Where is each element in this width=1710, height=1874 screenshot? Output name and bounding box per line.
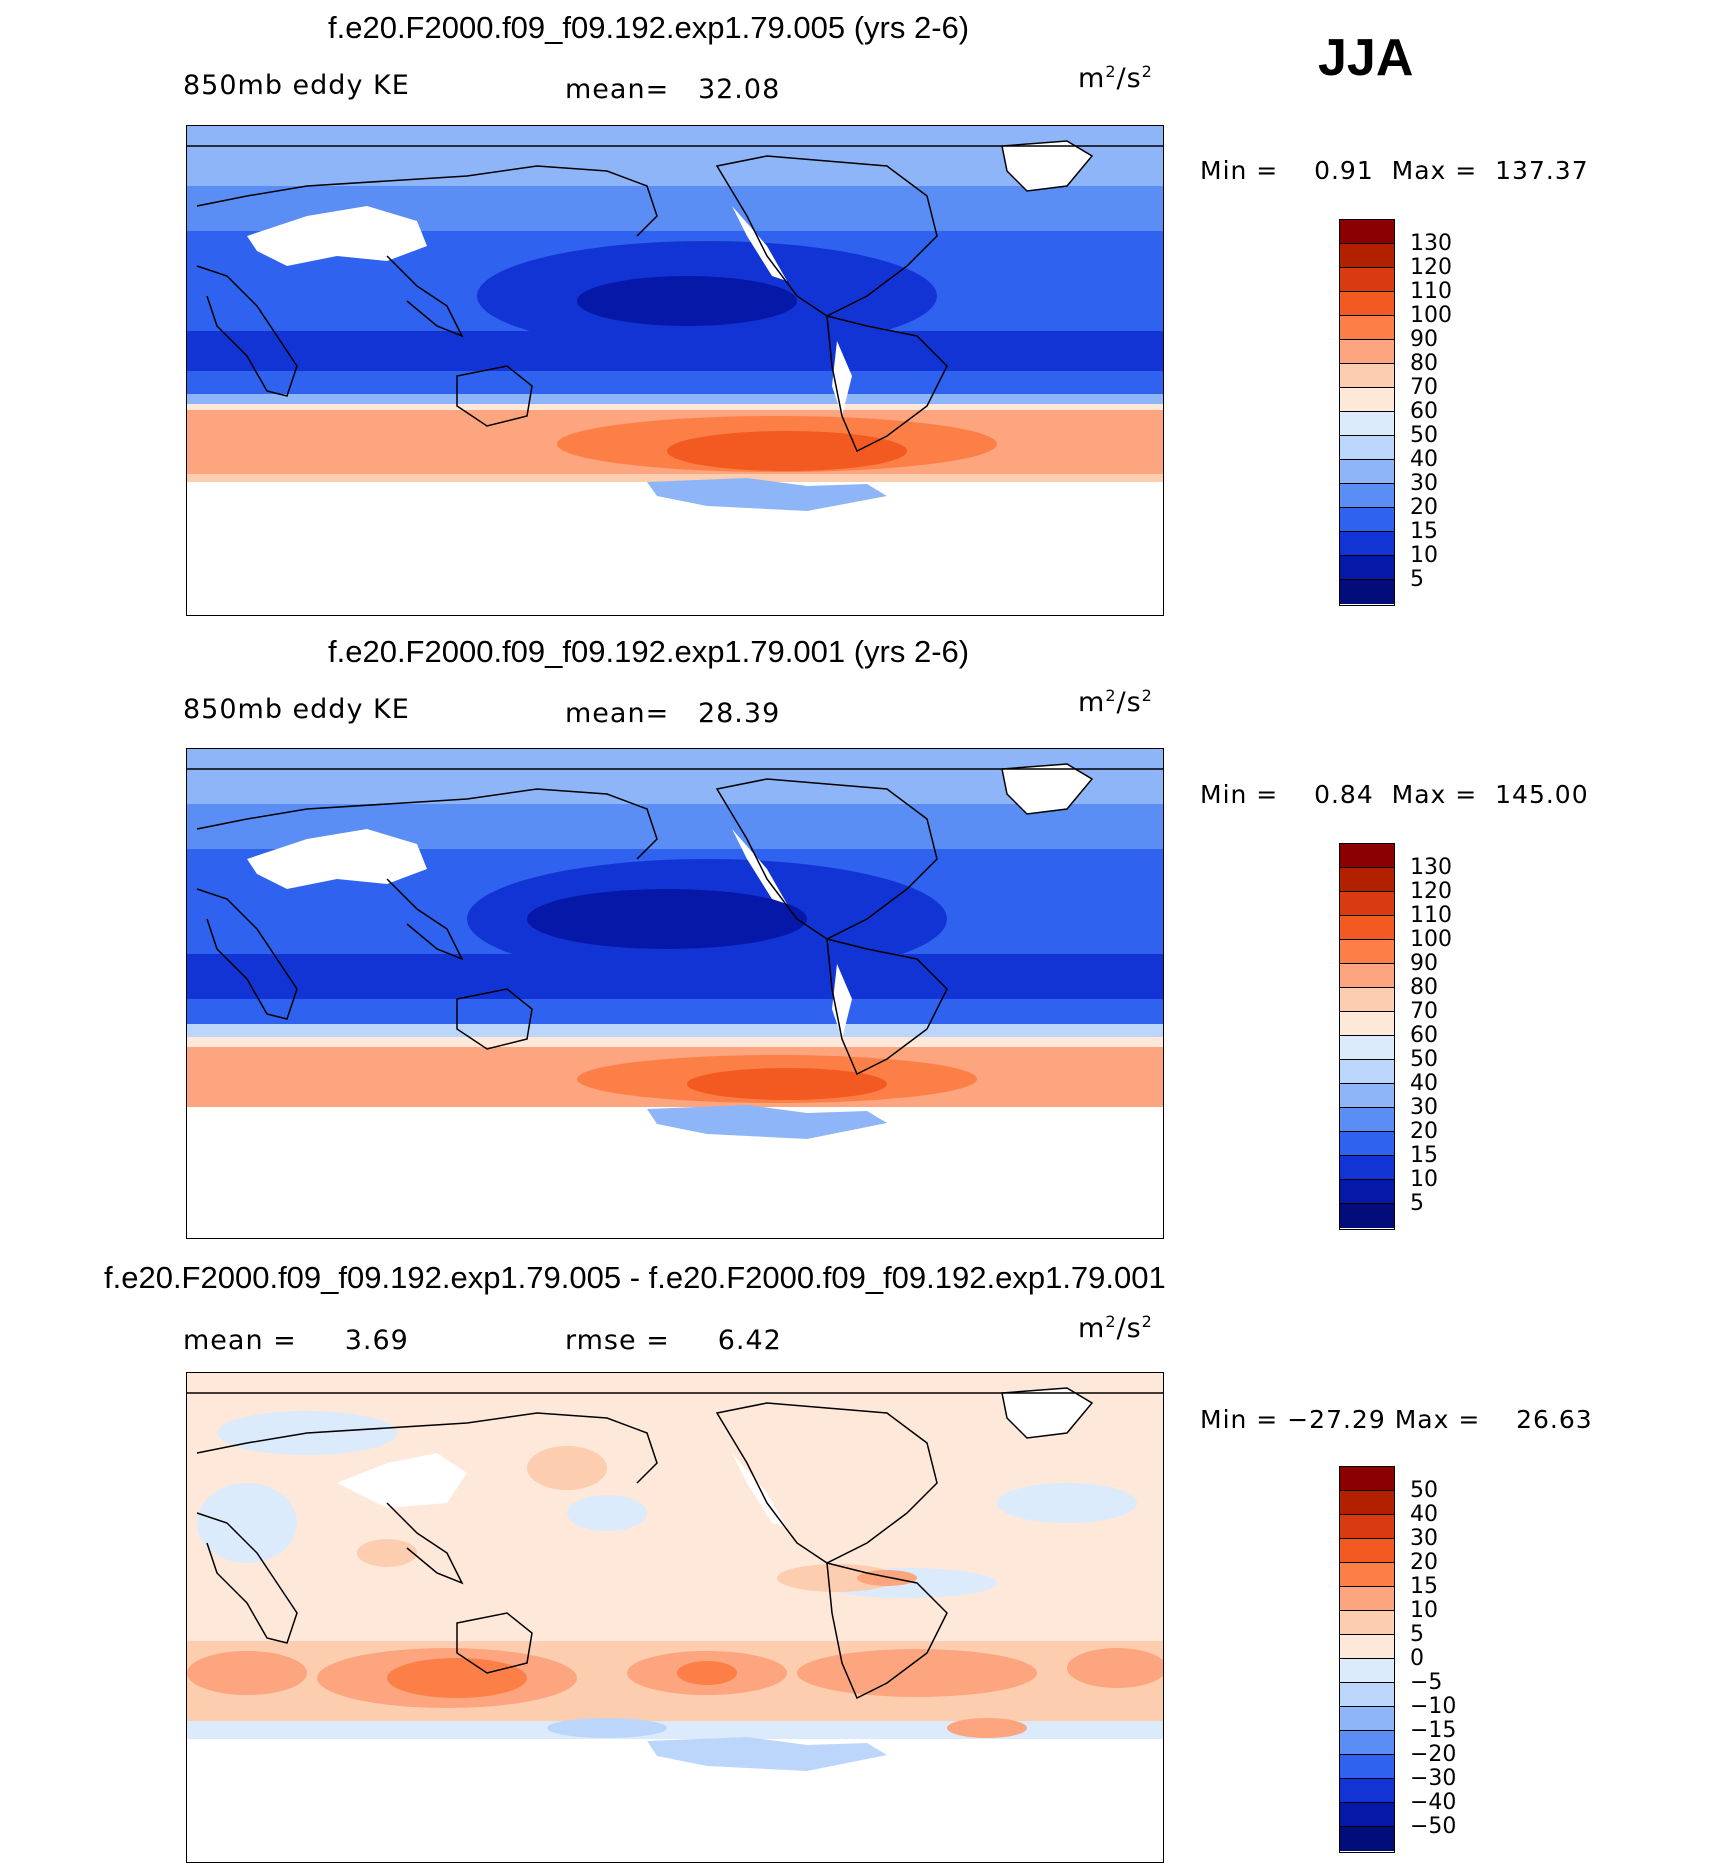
panel-2-cb-tick: 15 [1410, 1143, 1438, 1168]
panel-2-cb-tick: 100 [1410, 927, 1452, 952]
season-label: JJA [1318, 29, 1414, 87]
panel-2-colorbar [1339, 843, 1395, 1230]
panel-3-cb-tick: −15 [1410, 1718, 1457, 1743]
panel-1-colorbar [1339, 219, 1395, 606]
panel-1-map [186, 125, 1164, 616]
panel-1-cb-tick: 80 [1410, 351, 1438, 376]
panel-2-cb-tick: 10 [1410, 1167, 1438, 1192]
panel-3-cb-tick: −40 [1410, 1790, 1457, 1815]
panel-2-cb-tick: 40 [1410, 1071, 1438, 1096]
panel-1-cb-tick: 40 [1410, 447, 1438, 472]
panel-1-cb-tick: 10 [1410, 543, 1438, 568]
panel-3-cb-tick: −30 [1410, 1766, 1457, 1791]
panel-3-mean-value: 3.69 [344, 1325, 409, 1356]
panel-1-variable-label: 850mb eddy KE [183, 70, 410, 101]
panel-1-cb-tick: 15 [1410, 519, 1438, 544]
panel-3-cb-tick: −5 [1410, 1670, 1443, 1695]
panel-3-cb-tick: 15 [1410, 1574, 1438, 1599]
panel-3-cb-tick: −10 [1410, 1694, 1457, 1719]
panel-2-cb-tick: 80 [1410, 975, 1438, 1000]
panel-3-cb-tick: 50 [1410, 1478, 1438, 1503]
panel-1-cb-tick: 60 [1410, 399, 1438, 424]
panel-1-cb-tick: 110 [1410, 279, 1452, 304]
panel-1-cb-tick: 50 [1410, 423, 1438, 448]
panel-2-cb-tick: 70 [1410, 999, 1438, 1024]
panel-2-cb-tick: 20 [1410, 1119, 1438, 1144]
panel-2-cb-tick: 5 [1410, 1191, 1424, 1216]
panel-3-minmax: Min = −27.29 Max = 26.63 [1200, 1405, 1593, 1434]
panel-2-cb-tick: 60 [1410, 1023, 1438, 1048]
panel-3-cb-tick: 40 [1410, 1502, 1438, 1527]
panel-2-units: m2/s2 [1078, 686, 1153, 718]
panel-2-cb-tick: 110 [1410, 903, 1452, 928]
panel-2-mean-value: 28.39 [697, 698, 781, 729]
panel-3-cb-tick: 0 [1410, 1646, 1424, 1671]
panel-2-cb-tick: 30 [1410, 1095, 1438, 1120]
panel-2-mean-label: mean= 28.39 [565, 698, 781, 729]
panel-2-cb-tick: 90 [1410, 951, 1438, 976]
panel-1-cb-tick: 90 [1410, 327, 1438, 352]
panel-3-colorbar [1339, 1466, 1395, 1853]
panel-2-variable-label: 850mb eddy KE [183, 694, 410, 725]
panel-2-title: f.e20.F2000.f09_f09.192.exp1.79.001 (yrs… [328, 634, 970, 669]
panel-1-cb-tick: 130 [1410, 231, 1452, 256]
panel-1-title: f.e20.F2000.f09_f09.192.exp1.79.005 (yrs… [328, 10, 970, 45]
panel-2-cb-tick: 50 [1410, 1047, 1438, 1072]
panel-1-minmax: Min = 0.91 Max = 137.37 [1200, 156, 1589, 185]
panel-3-cb-tick: 30 [1410, 1526, 1438, 1551]
panel-2-map [186, 748, 1164, 1239]
panel-3-rmse-value: 6.42 [717, 1325, 782, 1356]
panel-1-mean-label: mean= 32.08 [565, 74, 781, 105]
panel-1-mean-value: 32.08 [697, 74, 781, 105]
panel-3-cb-tick: −50 [1410, 1814, 1457, 1839]
panel-1-cb-tick: 100 [1410, 303, 1452, 328]
panel-2-colorbar-labels: 130 120 110 100 90 80 70 60 50 40 30 20 … [1410, 843, 1470, 1230]
panel-3-mean-label: mean = 3.69 [183, 1325, 409, 1356]
panel-3-cb-tick: 20 [1410, 1550, 1438, 1575]
panel-3-cb-tick: 10 [1410, 1598, 1438, 1623]
panel-2-cb-tick: 120 [1410, 879, 1452, 904]
panel-3-cb-tick: −20 [1410, 1742, 1457, 1767]
panel-1-cb-tick: 30 [1410, 471, 1438, 496]
panel-3-cb-tick: 5 [1410, 1622, 1424, 1647]
panel-1-cb-tick: 5 [1410, 567, 1424, 592]
panel-1-colorbar-labels: 130 120 110 100 90 80 70 60 50 40 30 20 … [1410, 219, 1470, 606]
panel-1-cb-tick: 20 [1410, 495, 1438, 520]
panel-3-units: m2/s2 [1078, 1312, 1153, 1344]
panel-1-cb-tick: 120 [1410, 255, 1452, 280]
panel-3-rmse-label: rmse = 6.42 [565, 1325, 782, 1356]
panel-1-cb-tick: 70 [1410, 375, 1438, 400]
panel-1-units: m2/s2 [1078, 62, 1153, 94]
panel-3-colorbar-labels: 50 40 30 20 15 10 5 0 −5 −10 −15 −20 −30… [1410, 1466, 1480, 1853]
panel-2-minmax: Min = 0.84 Max = 145.00 [1200, 780, 1589, 809]
panel-3-title: f.e20.F2000.f09_f09.192.exp1.79.005 - f.… [104, 1260, 1166, 1295]
panel-3-map [186, 1372, 1164, 1863]
panel-2-cb-tick: 130 [1410, 855, 1452, 880]
